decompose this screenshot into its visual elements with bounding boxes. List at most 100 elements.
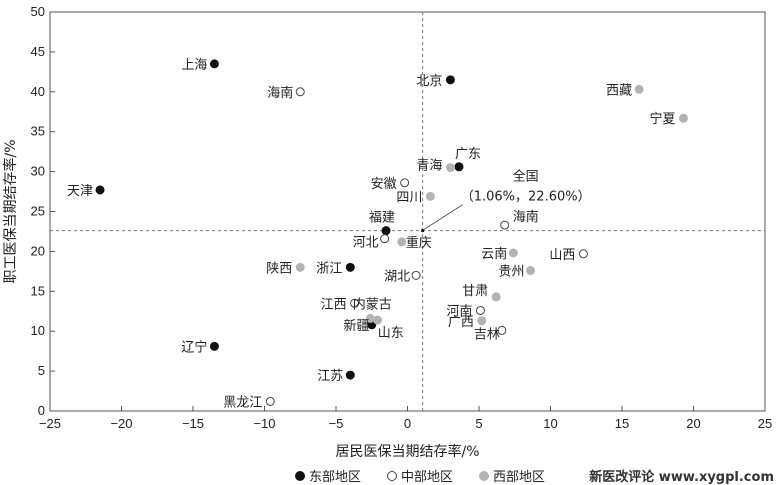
data-point-east — [454, 162, 464, 172]
legend-label-west: 西部地区 — [493, 470, 546, 485]
data-point-west — [477, 316, 487, 326]
x-tick-label: −5 — [329, 416, 344, 431]
x-tick-label: −25 — [39, 416, 61, 431]
national-leader-line — [423, 204, 463, 230]
data-point-west — [491, 292, 501, 302]
scatter-chart: −25 −20 −15 −10 −5 0 5 10 15 20 25 0 5 10 15 20 25 30 35 40… — [2, 4, 772, 460]
data-label-west: 四川 — [396, 190, 422, 205]
data-point-west — [678, 113, 688, 123]
y-tick-label: 10 — [31, 323, 45, 338]
data-point-east — [345, 262, 355, 272]
y-tick-label: 35 — [31, 124, 45, 139]
data-point-central — [400, 178, 410, 188]
x-tick-label: −15 — [182, 416, 204, 431]
x-tick-label: 10 — [543, 416, 557, 431]
y-tick-label: 45 — [31, 44, 45, 59]
data-label-central: 安徽 — [371, 177, 397, 192]
legend-item-west: 西部地区 — [479, 466, 545, 485]
data-point-west — [372, 315, 382, 325]
y-tick-label: 5 — [38, 363, 45, 378]
data-label-central: 河北 — [353, 236, 379, 251]
data-label-central: 海南 — [513, 209, 539, 225]
y-tick-label: 15 — [31, 283, 45, 298]
legend-label-east: 东部地区 — [309, 470, 362, 485]
data-label-east: 江苏 — [317, 368, 343, 384]
watermark: 新医改评论 www.xygpl.com — [589, 470, 774, 485]
data-label-east: 上海 — [181, 58, 207, 73]
data-point-central — [265, 396, 275, 406]
data-label-central: 山西 — [549, 248, 575, 263]
data-point-central — [295, 87, 305, 97]
legend-swatch-central — [387, 470, 398, 481]
data-point-central — [578, 249, 588, 259]
data-point-central — [475, 305, 485, 315]
national-label: 全国 — [513, 169, 539, 185]
data-label-west: 新疆 — [343, 318, 369, 334]
data-label-west: 甘肃 — [462, 284, 488, 299]
data-point-west — [445, 163, 455, 173]
data-label-central: 海南 — [267, 85, 293, 101]
y-tick-label: 30 — [31, 164, 45, 179]
y-tick-label: 25 — [31, 204, 45, 219]
data-label-east: 北京 — [416, 74, 442, 89]
data-point-east — [95, 185, 105, 195]
data-point-east — [209, 59, 219, 69]
x-tick-label: −10 — [253, 416, 275, 431]
x-tick-label: 25 — [758, 416, 772, 431]
data-label-west: 陕西 — [266, 261, 292, 276]
y-tick-label: 20 — [31, 243, 45, 258]
data-point-central — [350, 298, 360, 308]
data-point-east — [445, 75, 455, 85]
legend-swatch-east — [295, 470, 305, 481]
legend-item-east: 东部地区 — [295, 466, 361, 485]
data-label-central: 黑龙江 — [223, 395, 262, 410]
data-label-west: 贵州 — [498, 265, 524, 280]
legend-item-central: 中部地区 — [387, 466, 453, 485]
data-label-west: 广西 — [448, 315, 474, 330]
plot-frame — [49, 11, 766, 412]
data-point-west — [425, 191, 435, 201]
x-tick-label: 20 — [686, 416, 700, 431]
data-label-west: 青海 — [416, 159, 442, 174]
y-tick-label: 40 — [31, 84, 45, 99]
data-label-east: 山东 — [378, 326, 404, 341]
x-tick-label: −20 — [110, 416, 132, 431]
data-point-central — [411, 270, 421, 280]
x-axis-title: 居民医保当期结存率/% — [335, 443, 479, 460]
data-label-central: 湖北 — [384, 269, 410, 284]
data-label-west: 重庆 — [406, 235, 432, 251]
data-point-west — [397, 237, 407, 247]
data-point-central — [497, 325, 507, 335]
data-label-east: 福建 — [369, 211, 395, 226]
data-label-west: 云南 — [481, 246, 507, 262]
data-point-west — [508, 248, 518, 258]
data-label-west: 内蒙古 — [353, 296, 392, 312]
data-point-east — [345, 370, 355, 380]
data-label-east: 辽宁 — [181, 339, 207, 355]
data-label-east: 天津 — [67, 184, 93, 199]
data-label-central: 江西 — [321, 297, 347, 312]
data-point-west — [525, 266, 535, 276]
data-label-east: 浙江 — [316, 261, 342, 276]
data-label-west: 西藏 — [606, 83, 632, 98]
legend-swatch-west — [479, 470, 490, 481]
x-tick-label: 15 — [615, 416, 629, 431]
national-value: （1.06%，22.60%） — [461, 190, 591, 205]
y-tick-label: 0 — [38, 403, 45, 418]
data-label-central: 河南 — [446, 303, 472, 319]
data-label-west: 宁夏 — [649, 111, 675, 127]
data-point-east — [209, 341, 219, 351]
data-point-west — [295, 262, 305, 272]
x-tick-label: 5 — [475, 416, 482, 431]
legend: 东部地区 中部地区 西部地区 — [295, 466, 545, 485]
data-point-west — [634, 84, 644, 94]
data-label-central: 吉林 — [474, 327, 500, 342]
national-point — [421, 229, 425, 233]
legend-label-central: 中部地区 — [401, 470, 454, 485]
y-axis-title: 职工医保当期结存率/% — [2, 139, 19, 283]
data-point-central — [380, 234, 390, 244]
y-tick-label: 50 — [31, 4, 45, 19]
data-label-east: 广东 — [455, 147, 481, 162]
data-point-east — [381, 226, 391, 236]
data-point-central — [500, 220, 510, 230]
